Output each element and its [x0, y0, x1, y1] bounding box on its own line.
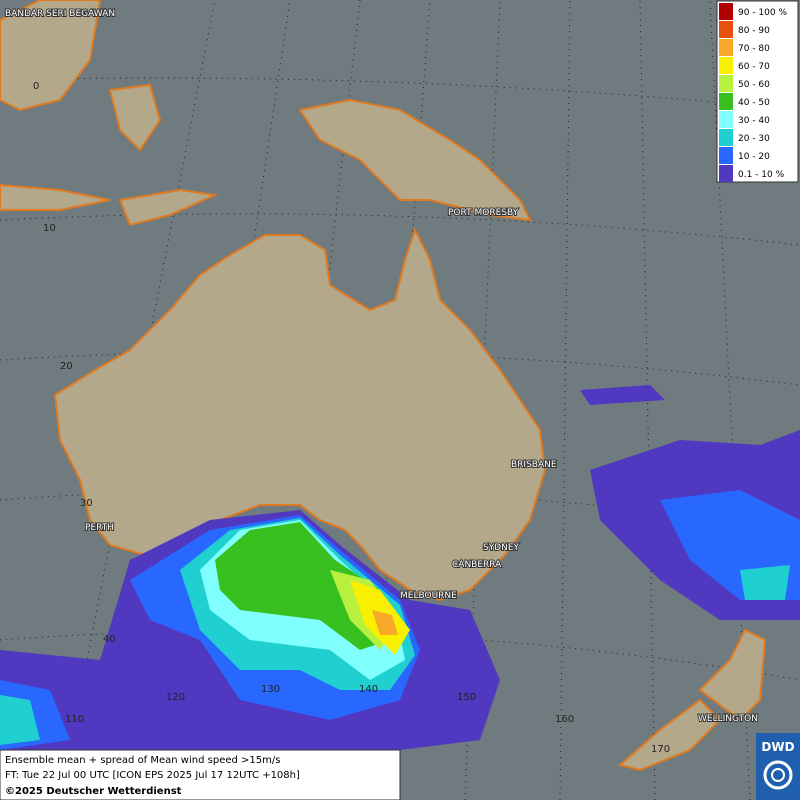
legend-label: 50 - 60	[738, 80, 770, 90]
legend-swatch	[719, 3, 733, 20]
footer-box	[0, 749, 401, 801]
legend-label: 80 - 90	[738, 26, 770, 36]
footer-line: Ensemble mean + spread of Mean wind spee…	[5, 755, 280, 766]
legend: 90 - 100 % 80 - 90 70 - 80 60 - 70 50 - 60 40…	[716, 0, 799, 183]
logo: DWD	[756, 733, 800, 800]
legend-label: 0.1 - 10 %	[738, 170, 785, 180]
footer-line: ©2025 Deutscher Wetterdienst	[5, 786, 182, 797]
grid-label: 10	[43, 223, 56, 234]
grid-label: 150	[457, 692, 476, 703]
place: MELBOURNE	[400, 591, 457, 601]
logo-icon	[771, 768, 785, 782]
footer: Ensemble mean + spread of Mean wind spee…	[0, 749, 401, 801]
legend-swatch	[719, 129, 733, 146]
grid-label: 130	[261, 684, 280, 695]
place: BRISBANE	[511, 460, 557, 470]
grid-label: 40	[103, 634, 116, 645]
grid-label: 110	[65, 714, 84, 725]
legend-label: 30 - 40	[738, 116, 770, 126]
legend-label: 90 - 100 %	[738, 8, 787, 18]
grid-label: 20	[60, 361, 73, 372]
legend-swatch	[719, 111, 733, 128]
legend-swatch	[719, 57, 733, 74]
logo-icon	[763, 760, 793, 790]
legend-swatch	[719, 75, 733, 92]
grid-labels: 0 10 20 30 40 110 120 130 140 150 160 17…	[33, 81, 670, 755]
grid-label: 0	[33, 81, 39, 92]
grid-label: 170	[651, 744, 670, 755]
place: SYDNEY	[483, 543, 520, 553]
place: BANDAR SERI BEGAWAN	[5, 9, 115, 19]
land	[0, 0, 767, 772]
place: PORT MORESBY	[448, 208, 519, 218]
grid-label: 140	[359, 684, 378, 695]
legend-swatch	[719, 93, 733, 110]
legend-swatch	[719, 165, 733, 182]
probability-areas	[0, 385, 800, 750]
place: CANBERRA	[452, 560, 502, 570]
grid-label: 160	[555, 714, 574, 725]
legend-label: 60 - 70	[738, 62, 770, 72]
legend-label: 70 - 80	[738, 44, 770, 54]
footer-line: FT: Tue 22 Jul 00 UTC [ICON EPS 2025 Jul…	[5, 770, 300, 781]
legend-swatch	[719, 21, 733, 38]
grid-label: 120	[166, 692, 185, 703]
legend-swatch	[719, 39, 733, 56]
legend-label: 40 - 50	[738, 98, 770, 108]
legend-label: 20 - 30	[738, 134, 770, 144]
place: WELLINGTON	[698, 714, 758, 724]
legend-swatch	[719, 147, 733, 164]
place: PERTH	[85, 523, 114, 533]
legend-label: 10 - 20	[738, 152, 770, 162]
grid-label: 30	[80, 498, 93, 509]
logo-text: DWD	[761, 740, 794, 754]
place-labels: BANDAR SERI BEGAWAN PORT MORESBY BRISBAN…	[4, 8, 759, 725]
